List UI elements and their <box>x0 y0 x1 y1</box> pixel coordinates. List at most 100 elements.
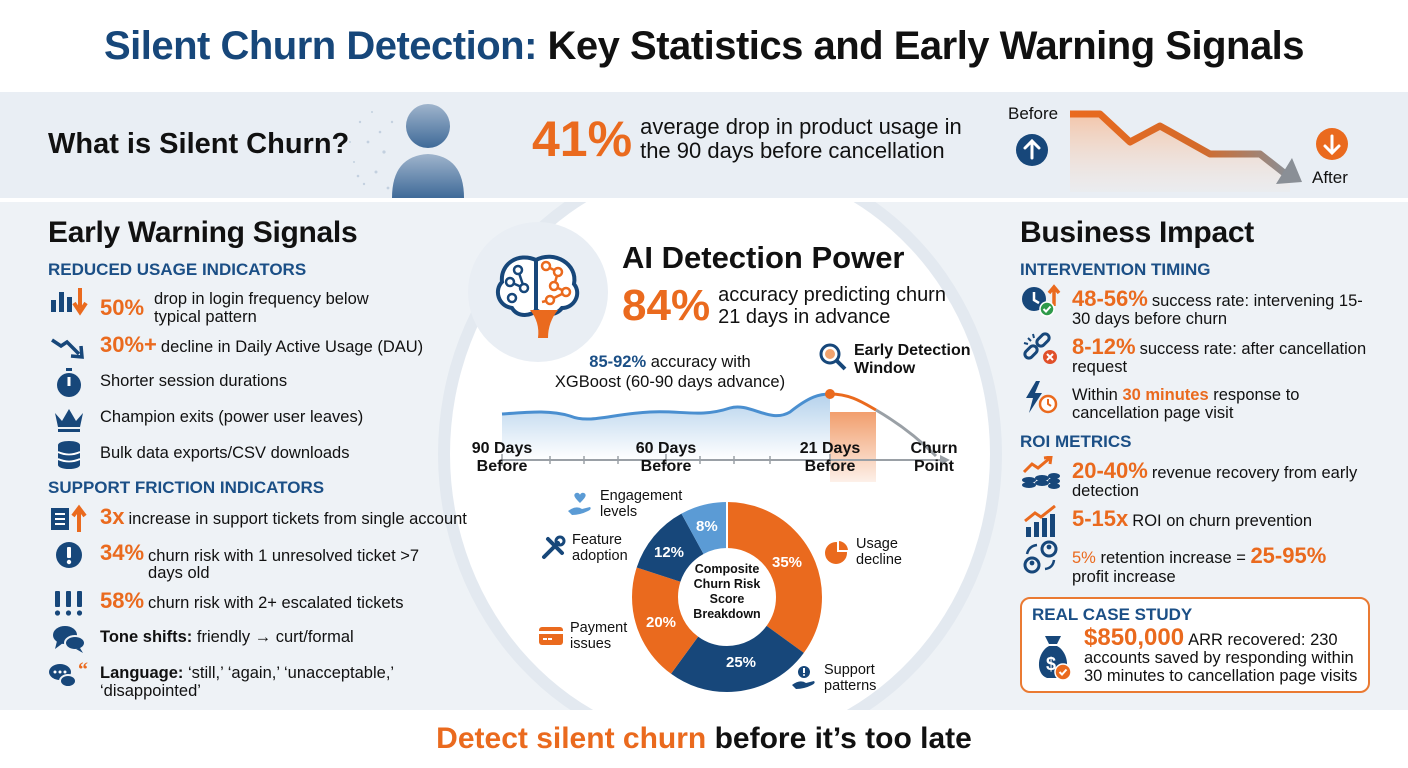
stat-text: decline in Daily Active Usage (DAU) <box>160 338 424 356</box>
list-item: 5-15x ROI on churn prevention <box>1020 505 1380 537</box>
ai-detection-heading: AI Detection Power <box>622 240 905 275</box>
stat-text: drop in login frequency below typical pa… <box>154 290 369 326</box>
support-friction-heading: SUPPORT FRICTION INDICATORS <box>48 478 325 497</box>
money-bag-icon: $ <box>1032 629 1074 685</box>
credit-card-icon <box>539 627 563 645</box>
before-label: Before <box>1008 104 1059 123</box>
hero-question: What is Silent Churn? <box>48 128 350 160</box>
churn-risk-donut-chart <box>632 502 822 692</box>
donut-pct-usage: 35% <box>772 554 803 571</box>
stat-value: 20-40% <box>1072 458 1148 483</box>
stat-text: Bulk data exports/CSV downloads <box>100 444 350 462</box>
crown-icon <box>48 404 90 434</box>
case-study-value: $850,000 <box>1084 624 1185 651</box>
stat-text: Champion exits (power user leaves) <box>100 408 364 426</box>
donut-pct-feature: 12% <box>654 544 685 561</box>
footer-rest: before it’s too late <box>706 722 972 755</box>
svg-text:$: $ <box>1046 654 1056 674</box>
footer-tagline-bar: Detect silent churn before it’s too late <box>0 710 1408 768</box>
title-accent: Silent Churn Detection: <box>103 23 537 68</box>
list-item: Shorter session durations <box>48 368 488 398</box>
stat-text: revenue recovery from early detection <box>1072 464 1358 500</box>
trend-down-icon <box>48 332 90 362</box>
timeline-label-90: 90 Days Before <box>471 440 533 475</box>
footer-tagline: Detect silent churn before it’s too late <box>436 722 972 756</box>
list-item: 3x increase in support tickets from singl… <box>48 504 488 534</box>
stat-text: churn risk with 1 unresolved ticket >7 d… <box>148 547 420 582</box>
list-item: Champion exits (power user leaves) <box>48 404 488 434</box>
stat-text: Shorter session durations <box>100 372 288 390</box>
stat-highlight: 30 minutes <box>1122 386 1209 404</box>
fading-person-icon <box>349 104 464 198</box>
stat-text: success rate: intervening 15-30 days bef… <box>1072 292 1363 328</box>
list-item: 48-56% success rate: intervening 15-30 da… <box>1020 284 1380 328</box>
donut-label-feature: Feature adoption <box>540 532 628 564</box>
stat-pre: Within <box>1072 386 1118 404</box>
svg-text:“: “ <box>78 660 88 681</box>
early-detection-window-label: Early Detection Window <box>818 342 970 378</box>
broken-link-icon <box>1020 332 1062 364</box>
stat-text: churn risk with 2+ escalated tickets <box>148 594 404 612</box>
list-item: Bulk data exports/CSV downloads <box>48 440 488 470</box>
stat-small: 5% <box>1072 549 1096 567</box>
list-item: “ Language: ‘still,’ ‘again,’ ‘unaccepta… <box>48 660 488 700</box>
stat-value: 3x <box>100 504 125 529</box>
coins-trend-icon <box>1020 456 1062 489</box>
business-impact-heading: Business Impact <box>1020 216 1254 249</box>
stat-text: friendly → curt/formal <box>196 628 354 646</box>
clock-check-icon <box>1020 284 1062 317</box>
business-impact-column: Business Impact INTERVENTION TIMING 48-5… <box>1020 216 1380 693</box>
xgboost-line2: XGBoost (60-90 days advance) <box>554 373 786 391</box>
hero-stat-line2: the 90 days before cancellation <box>640 138 945 163</box>
list-item: Within 30 minutes response to cancellati… <box>1020 381 1380 422</box>
donut-label-usage: Usage decline <box>824 536 902 568</box>
roi-heading: ROI METRICS <box>1020 432 1132 451</box>
stat-value: 8-12% <box>1072 334 1136 359</box>
bar-growth-icon <box>1020 505 1062 537</box>
case-study-card: REAL CASE STUDY $ $850,000 ARR recovered:… <box>1020 597 1370 693</box>
reduced-usage-heading: REDUCED USAGE INDICATORS <box>48 260 307 279</box>
donut-center-label: Composite Churn Risk Score Breakdown <box>693 562 761 621</box>
hero-stat-line1: average drop in product usage in <box>640 114 962 139</box>
donut-label-engagement: Engagement levels <box>566 488 682 520</box>
donut-label-support: Support patterns <box>790 662 876 694</box>
xgboost-value: 85-92% <box>589 353 647 371</box>
chat-quote-icon: “ <box>48 660 90 690</box>
donut-pct-payment: 20% <box>646 614 677 631</box>
usage-drop-chart: Before After <box>1000 92 1360 198</box>
list-item: 20-40% revenue recovery from early detect… <box>1020 456 1380 500</box>
stat-value: 58% <box>100 588 145 613</box>
edw-line2: Window <box>854 360 916 377</box>
stat-value: 30%+ <box>100 332 157 357</box>
donut-pct-engagement: 8% <box>696 518 718 535</box>
pie-chart-icon <box>825 539 850 564</box>
ai-stat-desc: accuracy predicting churn 21 days in adv… <box>718 284 946 328</box>
language-label: Language: <box>100 664 184 682</box>
early-warning-column: Early Warning Signals REDUCED USAGE INDI… <box>48 216 488 706</box>
ai-stat-value: 84% <box>622 281 711 330</box>
stat-text: ROI on churn prevention <box>1132 512 1313 530</box>
case-study-text: ARR recovered: 230 accounts saved by res… <box>1084 631 1358 685</box>
wrench-icon <box>542 535 566 559</box>
list-item: 5% retention increase = 25-95% profit inc… <box>1020 540 1380 587</box>
brain-icon-circle <box>468 222 608 362</box>
timeline-label-60: 60 Days Before <box>635 440 697 475</box>
hero-stat-desc: average drop in product usage in the 90 … <box>640 115 962 163</box>
after-label: After <box>1312 168 1348 187</box>
title-rest: Key Statistics and Early Warning Signals <box>536 23 1305 68</box>
bar-chart-down-icon <box>48 286 90 316</box>
stat-mid: retention increase = <box>1100 549 1246 567</box>
main-section: Early Warning Signals REDUCED USAGE INDI… <box>0 202 1408 710</box>
list-item: 34% churn risk with 1 unresolved ticket >… <box>48 540 488 582</box>
database-icon <box>48 440 90 470</box>
triple-exclamation-icon <box>48 588 90 618</box>
stat-value: 48-56% <box>1072 286 1148 311</box>
donut-label-payment: Payment issues <box>538 620 627 652</box>
exclamation-icon <box>48 540 90 570</box>
tone-label: Tone shifts: <box>100 628 193 646</box>
detection-timeline-chart <box>501 389 950 482</box>
stat-text: increase in support tickets from single … <box>128 510 467 528</box>
footer-accent: Detect silent churn <box>436 722 707 755</box>
list-item: 8-12% success rate: after cancellation re… <box>1020 332 1380 376</box>
page-title: Silent Churn Detection: Key Statistics a… <box>103 23 1305 69</box>
